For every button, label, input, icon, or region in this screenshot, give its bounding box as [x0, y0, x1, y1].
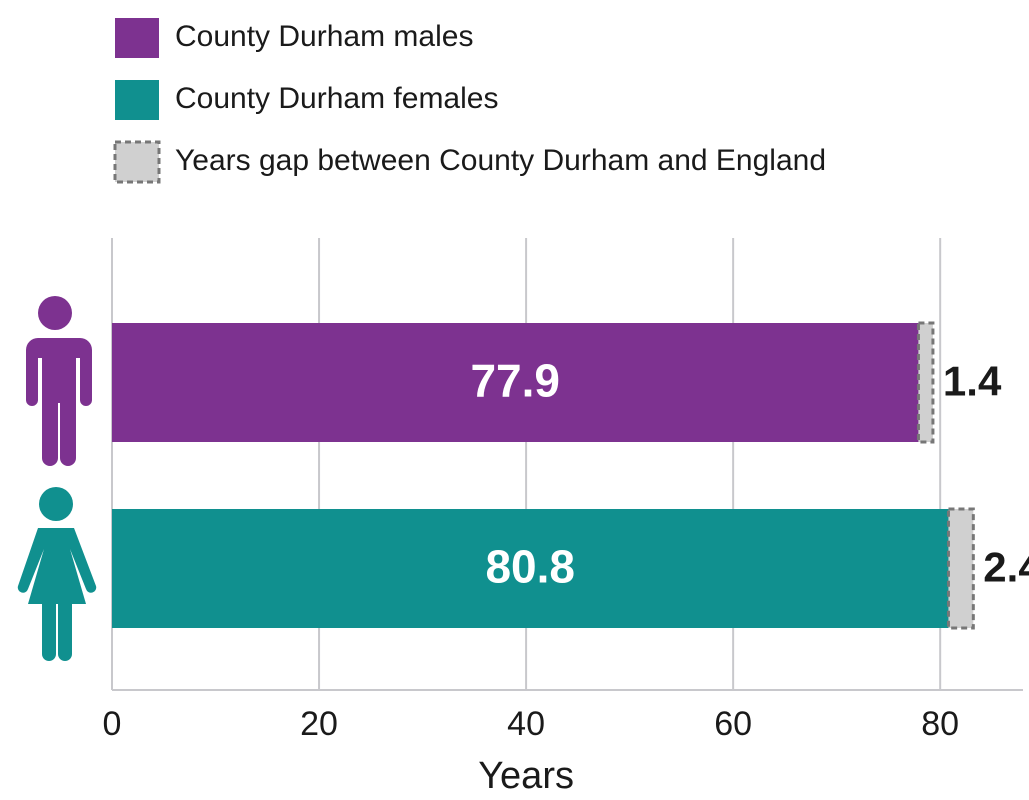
legend-label: Years gap between County Durham and Engl… [175, 144, 826, 177]
x-tick-label: 0 [103, 705, 122, 743]
legend-label: County Durham females [175, 82, 498, 115]
legend-swatch [115, 80, 159, 120]
gap-label: 1.4 [943, 358, 1002, 405]
x-tick-label: 40 [507, 705, 545, 743]
x-axis-label: Years [478, 755, 574, 797]
x-tick-label: 20 [300, 705, 338, 743]
bar [112, 509, 949, 628]
legend-label: County Durham males [175, 20, 473, 53]
gap-bar [916, 321, 935, 444]
value-label: 80.8 [485, 541, 575, 593]
value-label: 77.9 [470, 355, 560, 407]
male-icon [26, 296, 92, 466]
legend-swatch [115, 18, 159, 58]
bar [112, 323, 919, 442]
female-icon [17, 487, 97, 661]
gap-bar [946, 507, 975, 630]
x-tick-label: 60 [714, 705, 752, 743]
legend-swatch [113, 140, 161, 184]
x-tick-label: 80 [921, 705, 959, 743]
gap-label: 2.4 [983, 544, 1029, 591]
